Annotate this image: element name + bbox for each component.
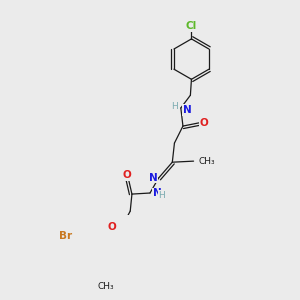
Text: CH₃: CH₃ [199, 157, 215, 166]
Text: N: N [149, 172, 158, 182]
Text: N: N [182, 105, 191, 115]
Text: O: O [200, 118, 208, 128]
Text: H: H [158, 191, 165, 200]
Text: O: O [108, 222, 116, 232]
Text: Br: Br [59, 231, 72, 241]
Text: CH₃: CH₃ [98, 282, 114, 291]
Text: O: O [122, 170, 131, 180]
Text: H: H [172, 102, 178, 111]
Text: Cl: Cl [186, 21, 197, 31]
Text: N: N [153, 188, 162, 198]
